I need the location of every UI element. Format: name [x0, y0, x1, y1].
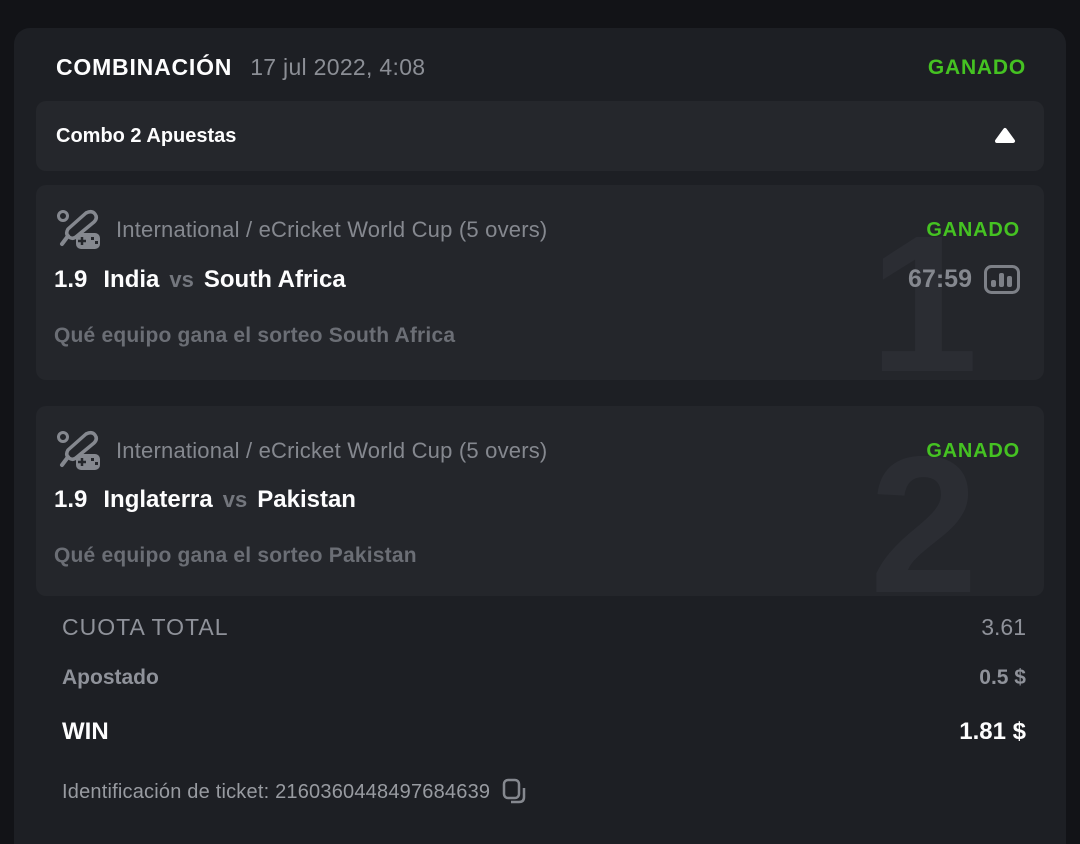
win-row: WIN 1.81 $ — [62, 718, 1026, 770]
win-label: WIN — [62, 718, 109, 745]
bet-item-1: 1 International / eCricket World Cup (5 … — [36, 185, 1044, 380]
ecricket-icon — [54, 209, 102, 251]
copy-icon[interactable] — [502, 778, 526, 806]
ticket-header: COMBINACIÓN 17 jul 2022, 4:08 GANADO — [14, 28, 1066, 101]
bet-score: 67:59 — [908, 265, 972, 293]
stake-label: Apostado — [62, 666, 159, 689]
bet-away-team: Pakistan — [257, 486, 356, 513]
bet-status-badge: GANADO — [926, 218, 1020, 241]
bet-market-result: Qué equipo gana el sorteo Pakistan — [54, 544, 417, 567]
bar-chart-icon[interactable] — [984, 265, 1020, 294]
win-value: 1.81 $ — [959, 718, 1026, 745]
total-odds-row: CUOTA TOTAL 3.61 — [62, 614, 1026, 666]
bet-odds: 1.9 — [54, 265, 88, 293]
ticket-type-label: COMBINACIÓN — [56, 54, 233, 80]
bet-status-badge: GANADO — [926, 439, 1020, 462]
total-odds-label: CUOTA TOTAL — [62, 614, 229, 640]
ticket-datetime: 17 jul 2022, 4:08 — [250, 54, 426, 80]
bet-vs-label: vs — [222, 487, 248, 512]
combo-label: Combo 2 Apuestas — [56, 124, 237, 147]
combo-collapse-bar[interactable]: Combo 2 Apuestas — [36, 101, 1044, 171]
bet-home-team: Inglaterra — [103, 486, 213, 513]
ticket-status-badge: GANADO — [927, 55, 1026, 79]
ticket-id-row: Identificación de ticket: 21603604484976… — [14, 770, 1066, 806]
bet-ticket-card: COMBINACIÓN 17 jul 2022, 4:08 GANADO Com… — [14, 28, 1066, 844]
totals-section: CUOTA TOTAL 3.61 Apostado 0.5 $ WIN 1.81… — [14, 596, 1066, 770]
total-odds-value: 3.61 — [981, 614, 1026, 640]
stake-row: Apostado 0.5 $ — [62, 666, 1026, 718]
bet-item-2: 2 International / eCricket World Cup (5 … — [36, 406, 1044, 596]
bet-odds: 1.9 — [54, 486, 88, 513]
bet-index-watermark: 2 — [869, 416, 978, 597]
bet-vs-label: vs — [169, 266, 194, 292]
ticket-id-text: Identificación de ticket: 21603604484976… — [62, 780, 491, 803]
bet-home-team: India — [103, 265, 160, 293]
ecricket-icon — [54, 430, 102, 472]
bet-market-result: Qué equipo gana el sorteo South Africa — [54, 324, 456, 347]
bet-league: International / eCricket World Cup (5 ov… — [116, 438, 548, 463]
bet-away-team: South Africa — [203, 265, 346, 293]
bet-league: International / eCricket World Cup (5 ov… — [116, 217, 548, 242]
bet-index-watermark: 1 — [869, 195, 978, 381]
chevron-up-icon — [992, 126, 1018, 146]
stake-value: 0.5 $ — [979, 666, 1026, 689]
